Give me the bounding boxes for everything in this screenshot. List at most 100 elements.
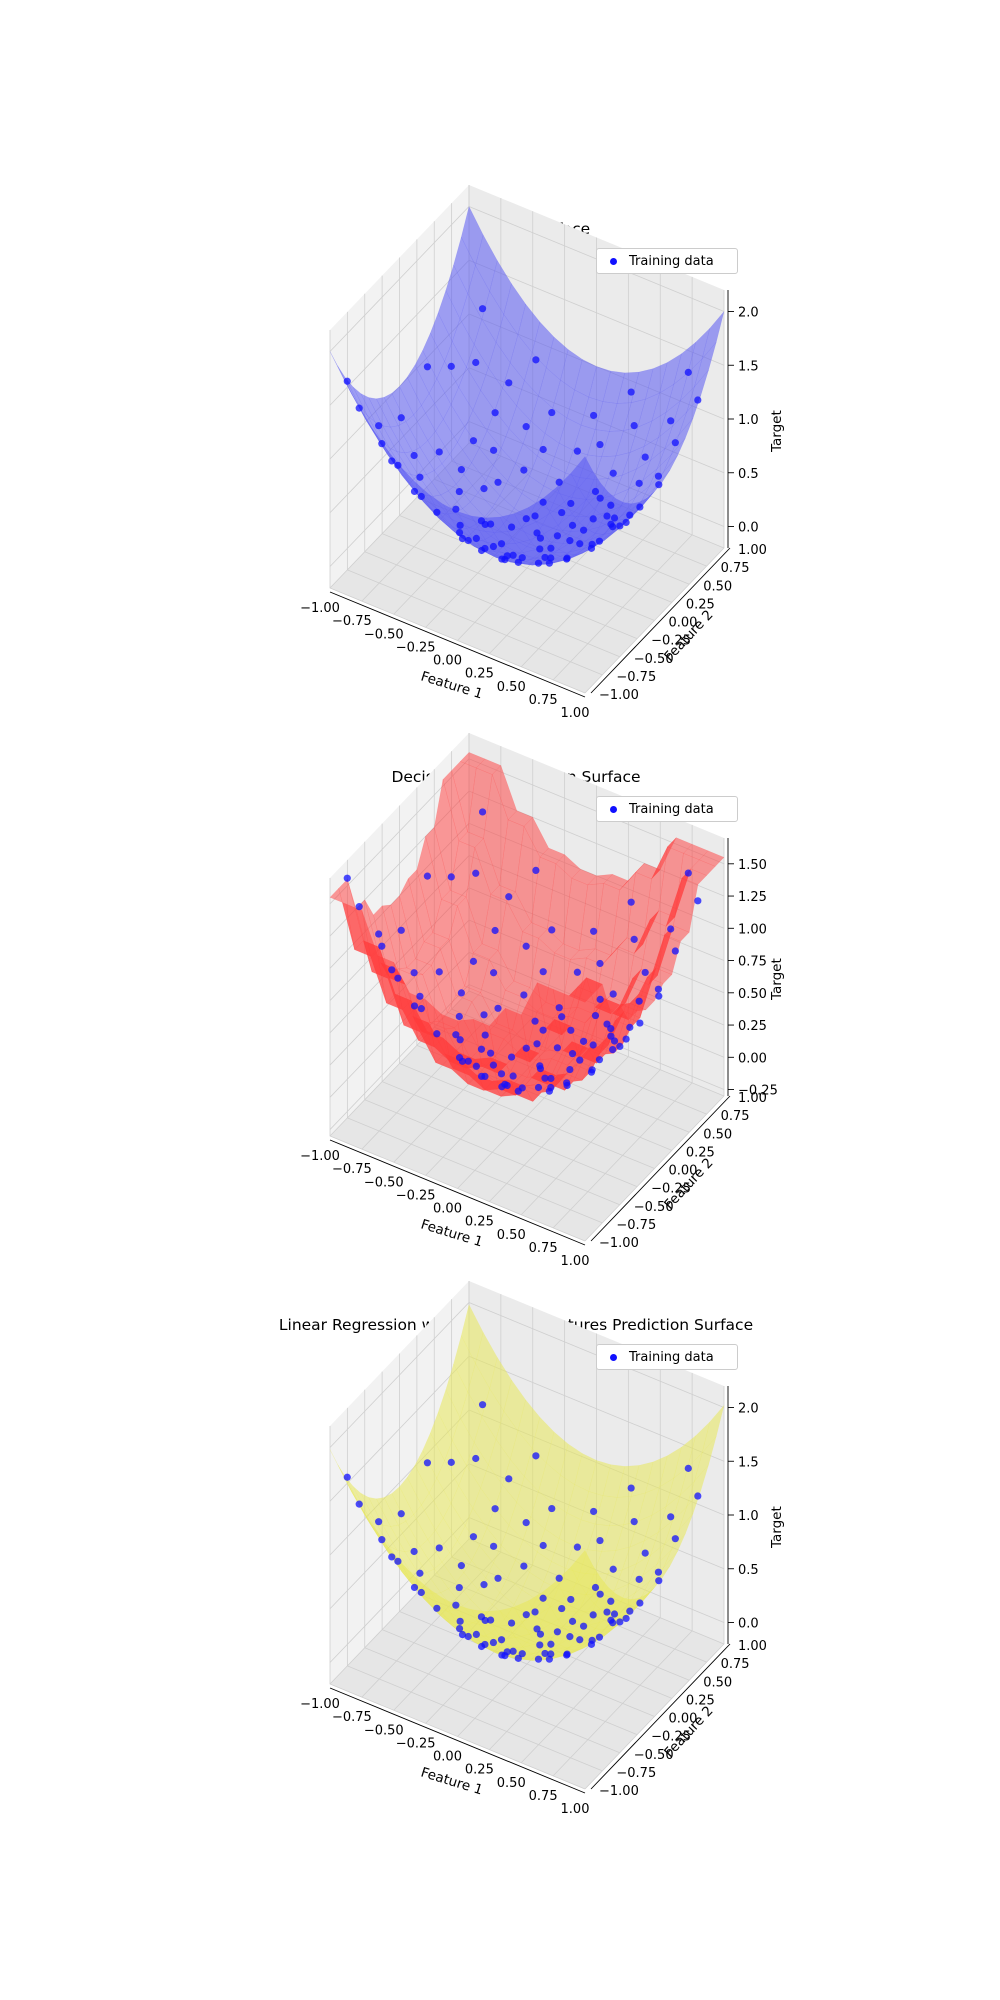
x-tick-label: 0.00 — [433, 654, 462, 669]
x-tick-label: 1.00 — [561, 1802, 590, 1817]
z-tick-label: 0.50 — [738, 987, 767, 1002]
y-tick-label: 0.75 — [721, 1657, 750, 1672]
y-tick-label: −0.25 — [651, 634, 691, 649]
training-point — [590, 411, 598, 420]
training-point — [616, 1042, 624, 1051]
training-point — [579, 1622, 588, 1630]
training-point — [397, 414, 405, 422]
legend: Training data — [596, 1344, 738, 1370]
training-point — [547, 1640, 555, 1648]
training-point — [505, 1475, 513, 1483]
training-point — [547, 1650, 555, 1658]
y-tick-label: −0.75 — [616, 1766, 656, 1781]
training-point — [416, 473, 424, 481]
training-point — [548, 926, 556, 934]
training-point — [435, 1544, 443, 1552]
training-point — [587, 544, 596, 552]
y-tick-label: −0.25 — [651, 1730, 691, 1745]
training-point — [410, 487, 419, 496]
training-point — [630, 421, 638, 430]
training-point — [455, 487, 463, 496]
training-point — [539, 498, 547, 506]
training-point — [497, 1070, 506, 1078]
y-tick-label: 0.50 — [703, 1127, 732, 1142]
legend-marker-icon — [610, 805, 617, 813]
training-point — [375, 1518, 383, 1526]
training-point — [534, 1083, 543, 1092]
training-point — [455, 1054, 464, 1062]
training-point — [416, 1569, 424, 1577]
training-point — [533, 1625, 541, 1633]
training-point — [563, 1079, 571, 1087]
training-point — [547, 1074, 555, 1083]
training-point — [553, 1044, 562, 1052]
x-tick-label: −0.75 — [332, 1710, 372, 1725]
training-point — [452, 1601, 460, 1609]
training-point — [423, 1459, 432, 1467]
training-point — [457, 1562, 465, 1570]
z-tick-label: 0.5 — [738, 467, 759, 482]
training-point — [388, 966, 396, 974]
x-tick-label: −0.50 — [364, 1723, 404, 1738]
training-point — [536, 1641, 544, 1649]
x-tick-label: −0.25 — [396, 1736, 436, 1751]
training-point — [532, 1452, 540, 1460]
training-point — [684, 368, 692, 376]
training-point — [520, 991, 528, 999]
training-point — [478, 305, 487, 313]
x-tick-label: −1.00 — [300, 1149, 340, 1164]
y-tick-label: −0.50 — [634, 1200, 674, 1215]
training-point — [622, 1035, 630, 1043]
z-tick-label: 2.0 — [738, 306, 759, 321]
axes-3d: −1.00−0.75−0.50−0.250.000.250.500.751.00… — [300, 733, 778, 1269]
training-point — [505, 379, 513, 387]
training-point — [416, 992, 424, 1000]
training-point — [447, 1458, 455, 1466]
y-tick-label: −1.00 — [599, 688, 639, 703]
training-point — [435, 448, 443, 456]
training-point — [522, 423, 530, 431]
training-point — [616, 522, 624, 530]
training-point — [452, 505, 460, 513]
training-point — [541, 1649, 549, 1658]
training-point — [534, 559, 543, 567]
training-point — [478, 808, 487, 816]
training-point — [609, 1565, 617, 1573]
training-point — [576, 1636, 584, 1644]
training-point — [522, 1519, 530, 1527]
training-point — [518, 1084, 526, 1092]
training-point — [595, 537, 604, 545]
training-point — [684, 1464, 692, 1472]
training-point — [520, 466, 528, 474]
training-point — [576, 1056, 584, 1064]
y-tick-label: 0.25 — [686, 1693, 715, 1708]
training-point — [630, 1517, 638, 1526]
training-point — [378, 440, 386, 448]
training-point — [596, 1536, 604, 1545]
x-tick-label: 0.75 — [529, 1241, 558, 1256]
training-point — [417, 1588, 425, 1597]
training-point — [596, 440, 604, 449]
training-point — [590, 1507, 598, 1516]
y-tick-label: 0.25 — [686, 1145, 715, 1160]
training-point — [558, 1604, 566, 1613]
training-point — [494, 1574, 502, 1582]
training-point — [477, 1045, 486, 1053]
panel-true-model: True Model Surface −1.00−0.75−0.50−0.250… — [300, 185, 785, 721]
x-tick-label: 0.75 — [529, 1789, 558, 1804]
training-point — [533, 529, 541, 537]
training-point — [654, 1568, 663, 1576]
training-point — [457, 989, 465, 997]
training-point — [458, 1630, 467, 1639]
training-point — [539, 1541, 547, 1550]
y-tick-label: 0.75 — [721, 561, 750, 576]
training-point — [589, 1611, 597, 1619]
y-tick-label: 0.25 — [686, 597, 715, 612]
training-point — [573, 968, 581, 976]
y-tick-label: 0.00 — [669, 1164, 698, 1179]
x-tick-label: −0.50 — [364, 1175, 404, 1190]
training-point — [603, 1020, 611, 1028]
training-point — [667, 417, 675, 425]
training-point — [464, 536, 472, 545]
training-point — [596, 1590, 604, 1598]
